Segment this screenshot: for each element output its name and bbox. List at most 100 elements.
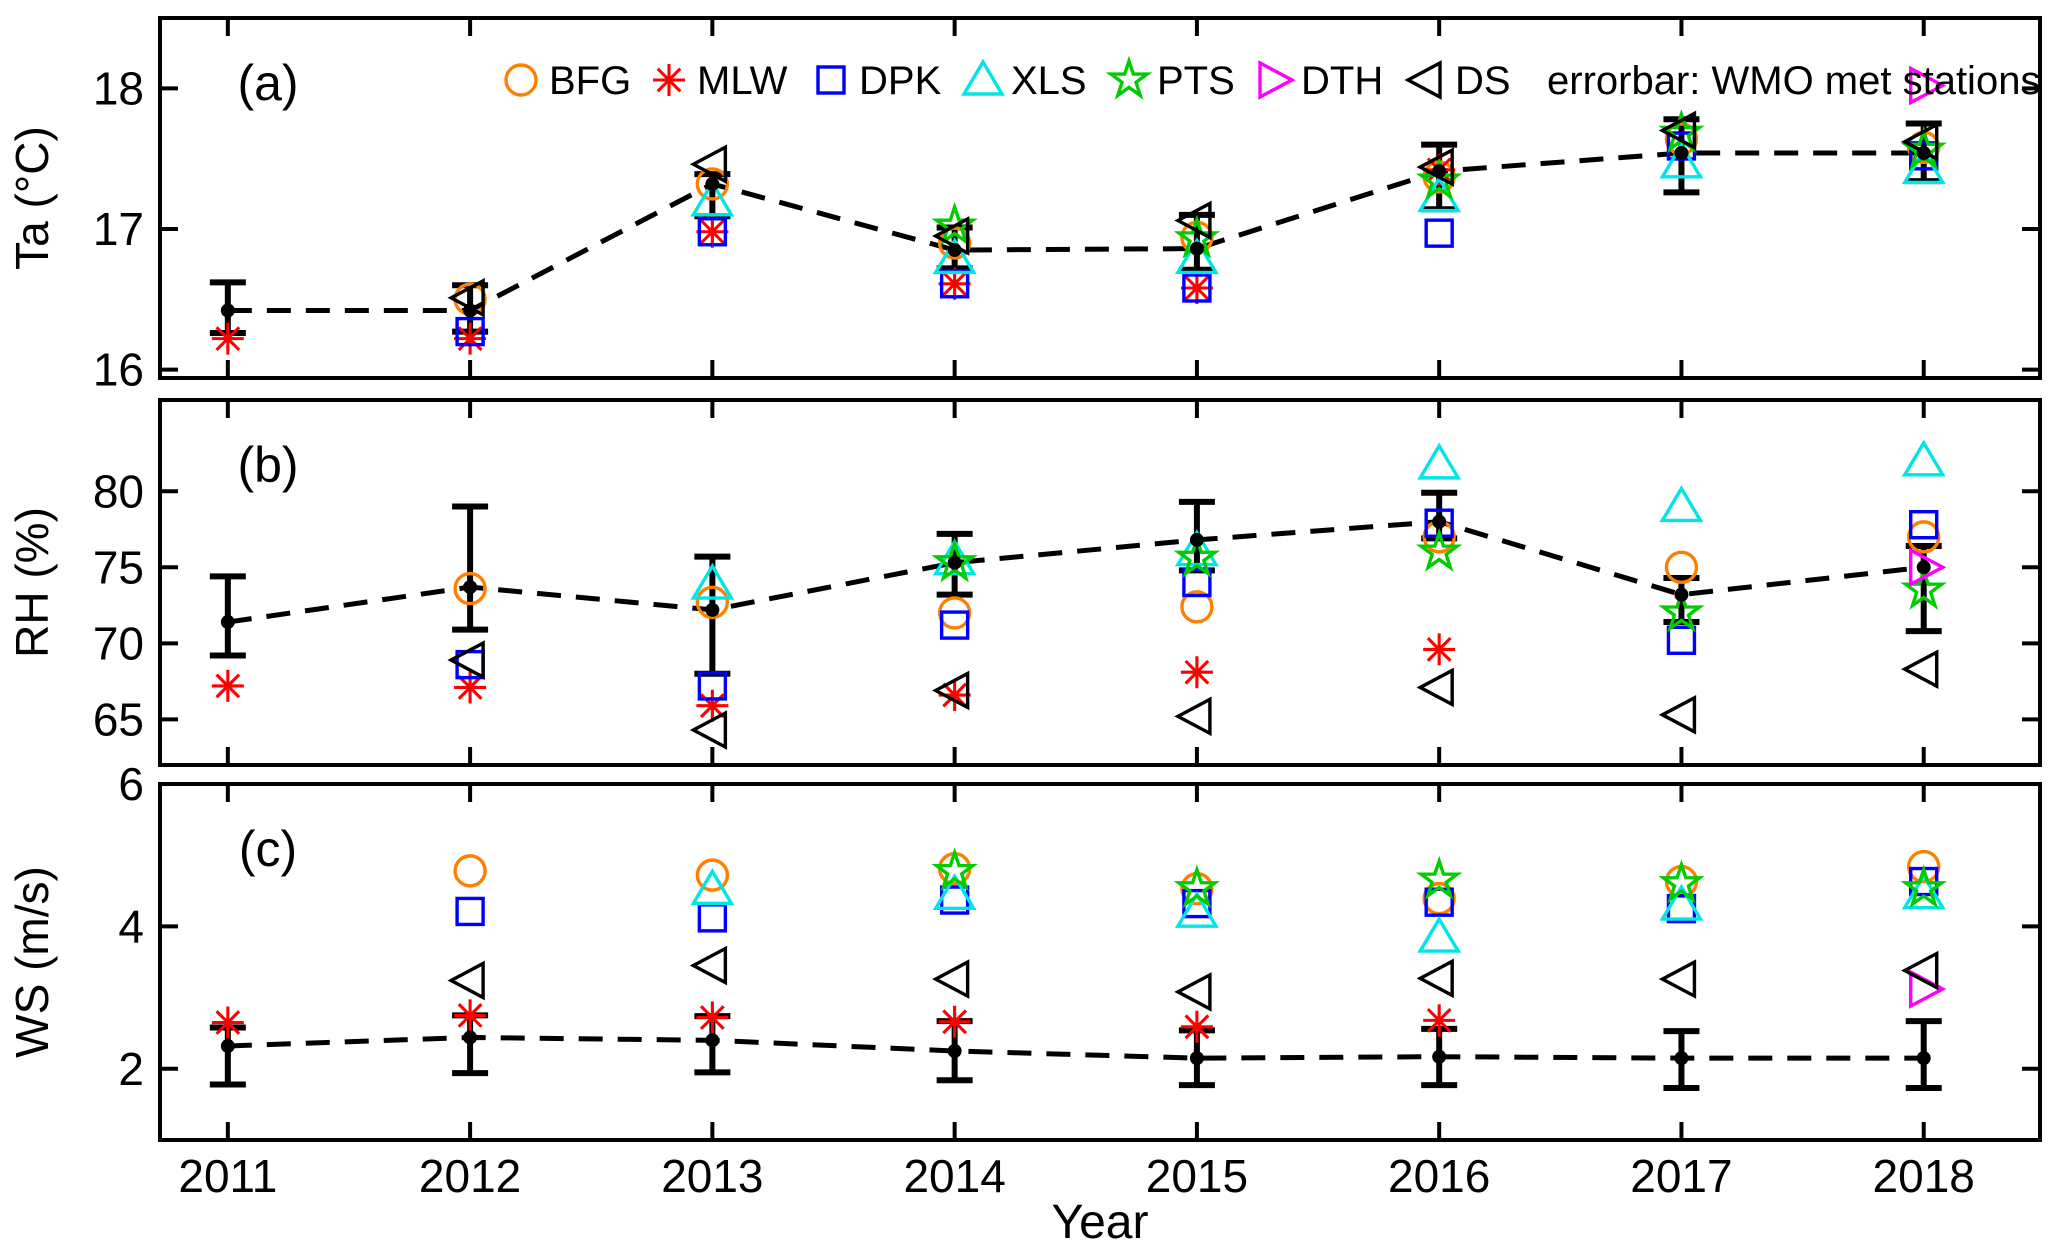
- dth-marker-a-2018: [1909, 65, 1947, 106]
- mean-dot-c-2017: [1674, 1051, 1689, 1066]
- legend-errorbar-label: errorbar: WMO met stations: [1547, 59, 2040, 103]
- mean-dot-a-2014: [947, 243, 962, 258]
- panel-b-letter: (b): [237, 437, 298, 493]
- mean-dot-c-2018: [1916, 1051, 1931, 1066]
- dpk-marker-c-2015: [1182, 888, 1212, 919]
- ds-marker-b-2016: [1416, 667, 1454, 708]
- panel-a-mean-dashed-line: [227, 150, 1924, 313]
- ds-marker-c-2017: [1658, 959, 1697, 999]
- mlw-marker-a-2011: [211, 322, 244, 355]
- xls-marker-a-2013: [690, 179, 735, 217]
- mean-dot-a-2016: [1432, 164, 1447, 179]
- bfg-marker-c-2012: [453, 854, 487, 888]
- bfg-marker-a-2014: [937, 226, 972, 260]
- ds-marker-c-2014: [932, 959, 970, 999]
- mlw-marker-b-2012: [454, 671, 487, 704]
- mlw-marker-b-2015: [1180, 656, 1213, 689]
- mlw-marker-c-2015: [1180, 1010, 1213, 1043]
- dth-legend-icon: [1258, 60, 1296, 100]
- panel-a-letter: (a): [237, 55, 298, 111]
- pts-marker-c-2015: [1173, 864, 1221, 909]
- panel-b-ytick-label: 70: [93, 617, 144, 669]
- bfg-marker-b-2012: [453, 571, 487, 606]
- mean-dot-b-2017: [1674, 587, 1689, 602]
- panel-b-mean-dashed-line: [227, 519, 1924, 625]
- mlw-legend-icon: [653, 64, 685, 96]
- legend-label-ds: DS: [1455, 59, 1511, 103]
- pts-marker-b-2016: [1416, 527, 1463, 572]
- ds-marker-b-2015: [1174, 696, 1212, 737]
- ds-marker-c-2018: [1901, 950, 1939, 991]
- panel-b-ytick-label: 75: [93, 541, 144, 593]
- pts-marker-c-2014: [931, 847, 978, 892]
- mean-dot-c-2015: [1189, 1051, 1204, 1066]
- mlw-marker-b-2011: [211, 669, 244, 702]
- mean-dot-a-2013: [705, 176, 720, 191]
- panel-c-ytick-label: 4: [118, 900, 144, 952]
- legend-label-dpk: DPK: [859, 59, 942, 103]
- dpk-marker-c-2012: [455, 896, 485, 927]
- mean-dot-c-2013: [705, 1033, 720, 1048]
- mean-dot-a-2012: [463, 303, 478, 318]
- pts-marker-c-2018: [1900, 864, 1947, 909]
- legend-label-bfg: BFG: [549, 59, 631, 103]
- panel-a-ytick-label: 17: [93, 203, 144, 255]
- dpk-marker-b-2018: [1909, 510, 1939, 540]
- xls-marker-a-2015: [1174, 237, 1219, 275]
- panel-c-frame: [158, 782, 2042, 1142]
- mean-dot-b-2011: [220, 615, 235, 630]
- panel-b-ytick-label: 80: [93, 465, 144, 517]
- x-tick-label-2014: 2014: [903, 1150, 1005, 1202]
- mlw-marker-a-2012: [454, 322, 487, 355]
- ds-marker-a-2013: [689, 144, 728, 185]
- panel-b-ytick-label: 65: [93, 693, 144, 745]
- mlw-marker-a-2015: [1180, 272, 1213, 304]
- ds-marker-c-2015: [1174, 972, 1212, 1012]
- panel-a-ylabel: Ta (°C): [6, 126, 58, 270]
- mean-dot-c-2012: [463, 1030, 478, 1045]
- ds-marker-c-2013: [689, 945, 728, 986]
- mean-dot-c-2014: [947, 1044, 962, 1058]
- dpk-marker-b-2015: [1182, 567, 1212, 598]
- dpk-marker-b-2013: [697, 671, 728, 701]
- dpk-legend-icon: [816, 65, 846, 95]
- bfg-marker-b-2014: [937, 596, 972, 630]
- mean-dot-a-2017: [1674, 146, 1689, 160]
- bfg-marker-b-2017: [1664, 550, 1699, 584]
- dpk-marker-a-2012: [455, 316, 485, 347]
- xls-marker-c-2017: [1659, 883, 1704, 921]
- mlw-marker-a-2013: [696, 215, 729, 248]
- ds-marker-a-2015: [1174, 200, 1212, 241]
- dth-marker-b-2018: [1909, 547, 1947, 588]
- xls-marker-b-2013: [690, 562, 735, 600]
- panel-c-mean-dashed-line: [227, 1034, 1924, 1061]
- ds-marker-b-2012: [447, 640, 485, 680]
- ds-marker-b-2017: [1658, 694, 1697, 735]
- mlw-marker-b-2016: [1423, 633, 1456, 666]
- bfg-marker-b-2018: [1907, 520, 1941, 554]
- mean-dot-a-2015: [1189, 241, 1204, 256]
- x-tick-label-2017: 2017: [1630, 1150, 1732, 1202]
- mean-dot-c-2011: [220, 1039, 235, 1054]
- x-tick-label-2016: 2016: [1388, 1150, 1490, 1202]
- pts-marker-b-2014: [931, 538, 978, 583]
- pts-marker-b-2015: [1173, 533, 1221, 578]
- pts-marker-c-2016: [1416, 855, 1463, 900]
- mean-dot-b-2015: [1189, 532, 1204, 547]
- ds-legend-icon: [1404, 60, 1442, 100]
- legend-label-pts: PTS: [1157, 59, 1235, 103]
- x-tick-label-2015: 2015: [1146, 1150, 1248, 1202]
- mlw-marker-a-2014: [938, 267, 971, 300]
- mean-dot-b-2014: [947, 555, 962, 570]
- panel-c-ytick-label: 2: [118, 1043, 144, 1095]
- xls-marker-c-2016: [1417, 915, 1462, 953]
- legend-label-xls: XLS: [1011, 59, 1087, 103]
- bfg-marker-c-2018: [1907, 849, 1941, 884]
- mean-dot-c-2016: [1432, 1049, 1447, 1064]
- ds-marker-c-2012: [447, 960, 485, 1001]
- xls-marker-c-2014: [932, 873, 977, 911]
- x-tick-label-2012: 2012: [419, 1150, 521, 1202]
